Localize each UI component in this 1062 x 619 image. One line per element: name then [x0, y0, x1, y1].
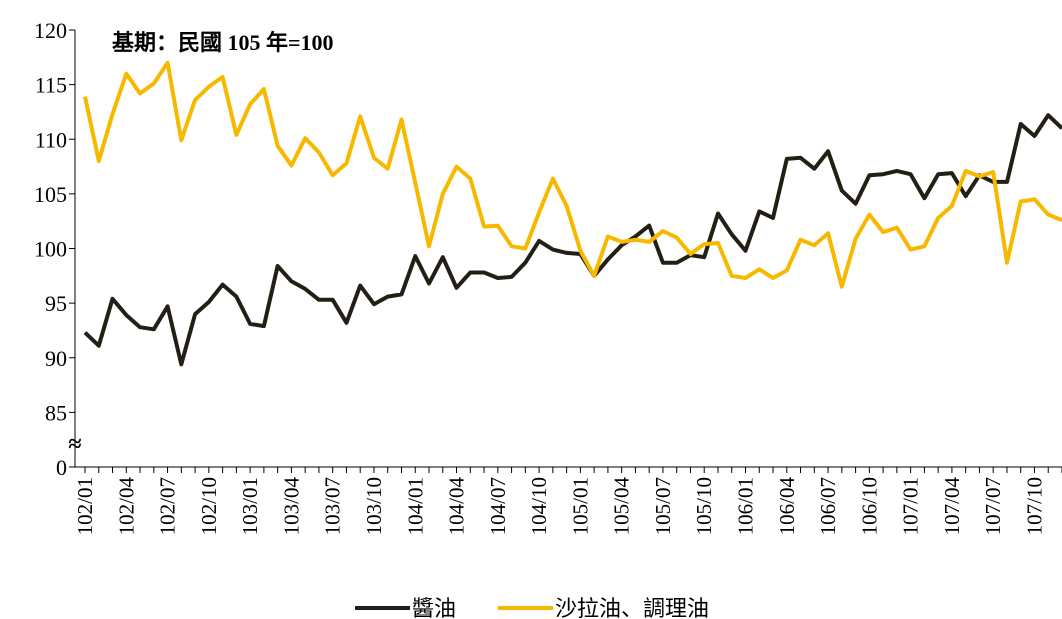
x-tick-label: 106/01	[734, 477, 758, 535]
y-tick-label: 90	[45, 346, 67, 371]
series-line	[83, 60, 1062, 289]
y-tick-label: 105	[34, 182, 67, 207]
y-tick-label: 0	[56, 455, 67, 480]
annotation: 基期：民國 105 年=100	[112, 30, 334, 55]
x-tick-label: 104/07	[486, 477, 510, 535]
x-tick-label: 103/07	[321, 477, 345, 535]
y-tick-label: 95	[45, 291, 67, 316]
x-tick-label: 103/10	[362, 477, 386, 535]
legend-label: 沙拉油、調理油	[555, 596, 709, 619]
y-tick-label: 115	[35, 73, 67, 98]
x-tick-label: 102/04	[114, 477, 138, 536]
x-tick-label: 102/07	[156, 477, 180, 535]
x-tick-label: 103/01	[238, 477, 262, 535]
x-tick-label: 102/01	[73, 477, 97, 535]
y-tick-label: 100	[34, 237, 67, 262]
x-tick-label: 104/01	[403, 477, 427, 535]
axis-break: ≈	[68, 432, 81, 458]
x-tick-label: 102/10	[197, 477, 221, 535]
x-tick-label: 107/04	[940, 477, 964, 536]
x-tick-label: 107/01	[899, 477, 923, 535]
x-tick-label: 105/04	[610, 477, 634, 536]
y-tick-label: 120	[34, 18, 67, 43]
x-tick-label: 107/07	[981, 477, 1005, 535]
y-tick-label: 85	[45, 400, 67, 425]
legend-label: 醬油	[412, 596, 456, 619]
x-tick-label: 103/04	[279, 477, 303, 536]
x-tick-label: 106/07	[816, 477, 840, 535]
x-tick-label: 106/04	[775, 477, 799, 536]
y-tick-label: 110	[35, 127, 67, 152]
x-tick-label: 104/04	[445, 477, 469, 536]
x-tick-label: 107/10	[1022, 477, 1046, 535]
series-line	[83, 113, 1062, 367]
x-tick-label: 105/07	[651, 477, 675, 535]
x-tick-label: 105/01	[568, 477, 592, 535]
x-tick-label: 106/10	[857, 477, 881, 535]
x-tick-label: 105/10	[692, 477, 716, 535]
x-tick-label: 104/10	[527, 477, 551, 535]
